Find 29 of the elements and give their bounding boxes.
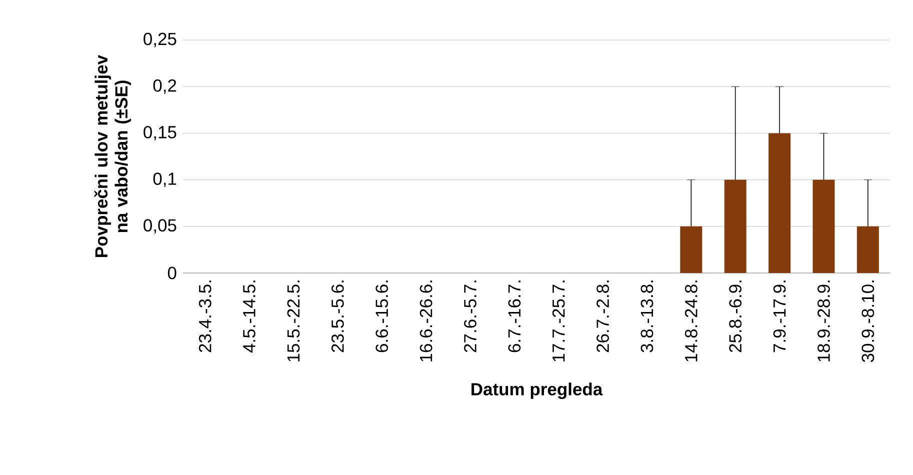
x-axis-title: Datum pregleda	[472, 382, 603, 399]
x-tick-label: 17.7.-25.7.	[552, 280, 565, 362]
bar	[680, 226, 702, 273]
x-tick-label: 30.9.-8.10.	[862, 280, 874, 362]
bar	[768, 133, 791, 273]
y-tick-label: 0	[168, 266, 176, 280]
x-tick-label: 23.5.-5.6.	[331, 280, 344, 352]
bar	[724, 180, 746, 273]
x-tick-label: 16.6.-26.6.	[420, 280, 432, 362]
x-tick-label: 7.9.-17.9.	[773, 280, 786, 352]
bar	[812, 180, 835, 273]
y-tick-label: 0,1	[153, 172, 176, 188]
x-tick-label: 6.7.-16.7.	[508, 280, 521, 352]
y-tick-label: 0,05	[144, 219, 176, 234]
x-tick-label: 3.8.-13.8.	[640, 280, 654, 352]
x-tick-label: 27.6.-5.7.	[464, 280, 476, 352]
x-tick-label: 26.7.-2.8.	[596, 280, 609, 352]
x-tick-label: 18.9.-28.9.	[818, 280, 830, 362]
y-axis-title: Povprečni ulov metuljev na vabo/dan (±SE)	[94, 54, 132, 257]
y-tick-label: 0,25	[144, 32, 176, 48]
x-tick-label: 4.5.-14.5.	[243, 280, 256, 353]
y-tick-label: 0,2	[153, 79, 176, 94]
x-tick-label: 23.4.-3.5.	[198, 280, 212, 352]
bar	[856, 226, 879, 273]
x-tick-label: 14.8.-24.8.	[684, 280, 698, 362]
x-tick-label: 6.6.-15.6.	[376, 280, 388, 352]
x-tick-label: 25.8.-6.9.	[729, 280, 742, 352]
x-tick-label: 15.5.-22.5.	[287, 280, 300, 362]
y-tick-label: 0,15	[144, 126, 176, 140]
